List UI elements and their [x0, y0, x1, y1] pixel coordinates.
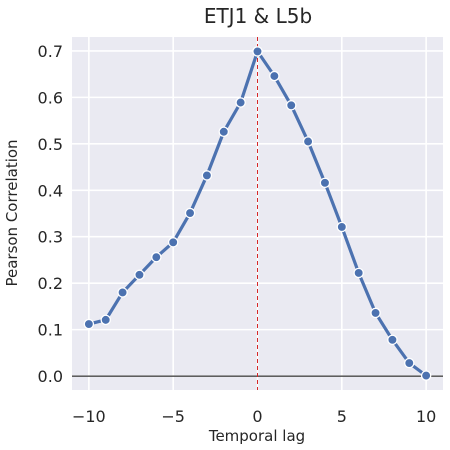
data-point [151, 251, 162, 263]
data-point [319, 177, 331, 189]
x-tick-label: −10 [72, 407, 106, 426]
reference-lines [72, 37, 443, 390]
data-point [201, 170, 213, 181]
x-axis-label: Temporal lag [208, 427, 305, 445]
x-tick-label: −5 [161, 407, 185, 426]
data-point [387, 334, 398, 346]
data-point [353, 267, 364, 279]
y-tick-label: 0.7 [38, 42, 63, 61]
data-point [336, 221, 348, 233]
y-tick-label: 0.3 [38, 228, 63, 247]
x-axis-ticks: −10 −5 0 5 10 [72, 407, 436, 426]
chart-title: ETJ1 & L5b [204, 4, 312, 28]
series-layer [83, 46, 432, 381]
data-point [235, 97, 246, 108]
y-tick-label: 0.0 [38, 367, 63, 386]
data-point [370, 307, 381, 319]
data-point [167, 237, 179, 248]
data-point [269, 70, 280, 82]
data-point [420, 370, 432, 381]
y-tick-label: 0.5 [38, 135, 63, 154]
x-tick-label: 5 [337, 407, 347, 426]
y-tick-label: 0.2 [38, 274, 63, 293]
y-tick-label: 0.6 [38, 88, 63, 107]
data-point [83, 318, 95, 330]
data-point [404, 357, 415, 369]
data-point [100, 314, 111, 326]
data-point [285, 100, 297, 111]
y-axis-label: Pearson Correlation [3, 139, 21, 286]
data-point [117, 287, 128, 298]
data-point [184, 207, 196, 219]
x-tick-label: 10 [416, 407, 436, 426]
x-tick-label: 0 [252, 407, 262, 426]
y-axis-ticks: 0.0 0.1 0.2 0.3 0.4 0.5 0.6 0.7 [38, 42, 63, 386]
y-tick-label: 0.4 [38, 181, 63, 200]
y-tick-label: 0.1 [38, 321, 63, 340]
data-point [134, 269, 145, 281]
data-point [302, 136, 314, 147]
data-point [252, 46, 263, 57]
data-point [218, 126, 230, 138]
